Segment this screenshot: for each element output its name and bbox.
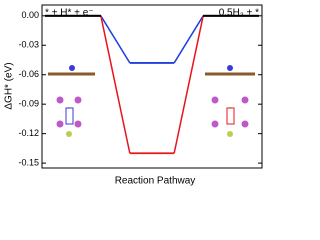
inset-structure-right [205, 65, 255, 137]
x-axis-label: Reaction Pathway [115, 176, 196, 187]
connector [173, 15, 204, 154]
state-label: * + H* + e⁻ [45, 8, 94, 19]
y-axis-label: ΔGH* (eV) [4, 62, 15, 109]
connector [100, 15, 131, 64]
y-tick-label: 0.00 [21, 10, 39, 20]
y-tick-label: -0.06 [18, 69, 39, 79]
y-tick-label: -0.03 [18, 40, 39, 50]
plot-frame [41, 4, 263, 169]
y-tick-label: -0.12 [18, 128, 39, 138]
chart: Reaction Pathway ΔGH* (eV) 0.00 -0.03 -0.0… [4, 4, 263, 187]
state-label: 0.5H₂ + * [219, 8, 259, 19]
connector [173, 15, 204, 64]
y-tick-label: -0.15 [18, 157, 39, 167]
connector [100, 15, 131, 154]
y-tick-label: -0.09 [18, 99, 39, 109]
inset-structure-left [48, 65, 95, 137]
